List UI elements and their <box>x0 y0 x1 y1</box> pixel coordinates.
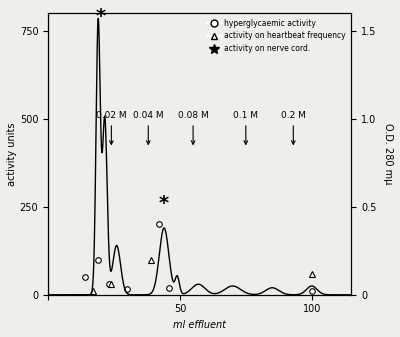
Text: *: * <box>159 194 169 213</box>
Y-axis label: activity units: activity units <box>7 122 17 186</box>
Y-axis label: O.D. 280 mμ: O.D. 280 mμ <box>383 123 393 185</box>
Text: *: * <box>96 7 106 26</box>
Text: 0.08 M: 0.08 M <box>178 111 208 144</box>
X-axis label: ml effluent: ml effluent <box>173 320 226 330</box>
Text: 0.2 M: 0.2 M <box>281 111 306 144</box>
Text: 0.02 M: 0.02 M <box>96 111 127 144</box>
Text: 0.04 M: 0.04 M <box>133 111 164 144</box>
Legend: hyperglycaemic activity, activity on heartbeat frequency, activity on nerve cord: hyperglycaemic activity, activity on hea… <box>205 17 348 55</box>
Text: 0.1 M: 0.1 M <box>233 111 258 144</box>
